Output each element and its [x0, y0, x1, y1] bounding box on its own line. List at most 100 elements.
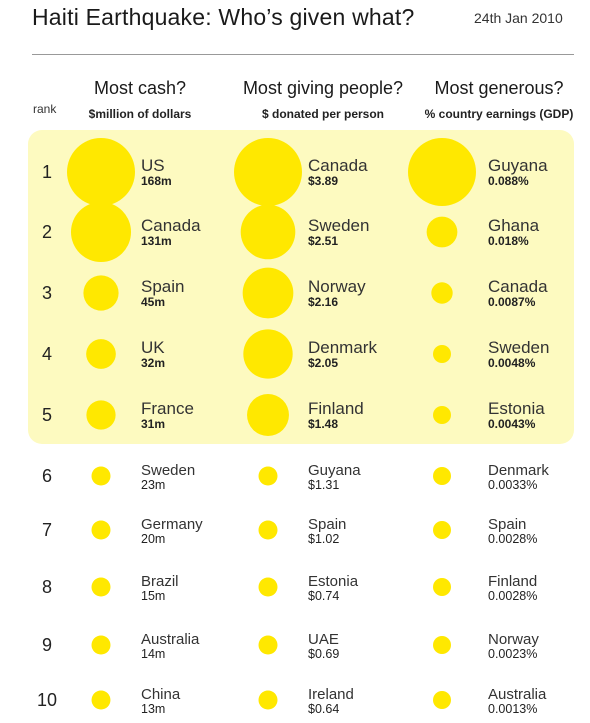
value-label: $1.48	[308, 417, 338, 431]
bubble-mark	[433, 345, 451, 363]
country-label: Spain	[488, 516, 526, 533]
chart-date: 24th Jan 2010	[474, 10, 563, 26]
country-label: Denmark	[308, 338, 377, 357]
value-label: 0.0043%	[488, 417, 536, 431]
value-label: 0.0023%	[488, 647, 537, 661]
value-label: 0.0028%	[488, 589, 537, 603]
value-label: $0.69	[308, 647, 339, 661]
value-label: $0.64	[308, 702, 339, 716]
country-label: Brazil	[141, 573, 179, 590]
value-label: 0.0013%	[488, 702, 537, 716]
country-label: Norway	[308, 277, 366, 296]
column-title-gdp: Most generous?	[434, 78, 564, 98]
country-label: Spain	[308, 516, 346, 533]
country-label: Canada	[141, 216, 201, 235]
bubble-mark	[433, 636, 451, 654]
rank-number: 7	[42, 520, 52, 540]
country-label: Sweden	[488, 338, 549, 357]
country-label: UAE	[308, 631, 339, 648]
bubble-mark	[234, 138, 302, 206]
country-label: Finland	[488, 573, 537, 590]
column-subtitle-cash: $million of dollars	[88, 107, 192, 121]
country-label: Norway	[488, 631, 539, 648]
rank-header: rank	[33, 102, 57, 116]
bubble-mark	[433, 691, 451, 709]
value-label: 0.0048%	[488, 356, 536, 370]
value-label: $1.31	[308, 478, 339, 492]
column-header-cash: Most cash? $million of dollars	[60, 78, 220, 121]
value-label: 32m	[141, 356, 165, 370]
bubble-mark	[433, 578, 451, 596]
country-label: Canada	[308, 156, 368, 175]
value-label: 20m	[141, 532, 165, 546]
country-label: Sweden	[141, 462, 195, 479]
country-label: UK	[141, 338, 165, 357]
country-label: France	[141, 399, 194, 418]
value-label: 13m	[141, 702, 165, 716]
rank-number: 8	[42, 577, 52, 597]
value-label: 23m	[141, 478, 165, 492]
column-title-per-person: Most giving people?	[242, 78, 404, 98]
bubble-mark	[258, 635, 278, 655]
country-label: Canada	[488, 277, 548, 296]
country-label: Guyana	[488, 156, 548, 175]
country-label: Denmark	[488, 462, 549, 479]
column-header-per-person: Most giving people? $ donated per person	[228, 78, 418, 121]
column-title-cash: Most cash?	[93, 78, 187, 98]
bubble-mark	[433, 406, 451, 424]
bubble-mark	[240, 204, 296, 260]
bubble-mark	[433, 521, 451, 539]
value-label: 168m	[141, 174, 172, 188]
country-label: Guyana	[308, 462, 361, 479]
value-label: $2.16	[308, 295, 338, 309]
rank-number: 5	[42, 405, 52, 425]
country-label: Finland	[308, 399, 364, 418]
bubble-mark	[247, 394, 289, 436]
bubble-mark	[91, 520, 111, 540]
value-label: 0.0028%	[488, 532, 537, 546]
rank-number: 10	[37, 690, 57, 710]
value-label: 0.0033%	[488, 478, 537, 492]
bubble-mark	[83, 275, 119, 311]
chart-title: Haiti Earthquake: Who’s given what?	[32, 4, 415, 30]
bubble-mark	[258, 520, 278, 540]
rank-number: 3	[42, 283, 52, 303]
value-label: $2.51	[308, 234, 338, 248]
country-label: Australia	[488, 686, 547, 703]
bubble-mark	[86, 400, 116, 430]
country-label: Estonia	[488, 399, 545, 418]
rank-number: 2	[42, 222, 52, 242]
bubble-mark	[91, 577, 111, 597]
value-label: $0.74	[308, 589, 339, 603]
rank-number: 6	[42, 466, 52, 486]
value-label: 14m	[141, 647, 165, 661]
value-label: 45m	[141, 295, 165, 309]
country-label: Ireland	[308, 686, 354, 703]
value-label: $3.89	[308, 174, 338, 188]
country-label: Ghana	[488, 216, 540, 235]
value-label: 131m	[141, 234, 172, 248]
rank-number: 4	[42, 344, 52, 364]
column-subtitle-gdp: % country earnings (GDP)	[424, 107, 574, 121]
rank-number: 9	[42, 635, 52, 655]
title-divider	[32, 54, 574, 55]
value-label: 15m	[141, 589, 165, 603]
column-header-gdp: Most generous? % country earnings (GDP)	[414, 78, 584, 121]
value-label: $2.05	[308, 356, 338, 370]
bubble-mark	[243, 329, 293, 379]
bubble-mark	[258, 466, 278, 486]
country-label: US	[141, 156, 165, 175]
value-label: $1.02	[308, 532, 339, 546]
country-label: Sweden	[308, 216, 369, 235]
bubble-mark	[91, 635, 111, 655]
bubble-mark	[86, 339, 116, 369]
bubble-mark	[70, 201, 132, 263]
country-label: Germany	[141, 516, 203, 533]
country-label: Australia	[141, 631, 200, 648]
bubble-mark	[91, 690, 111, 710]
country-label: China	[141, 686, 181, 703]
value-label: 0.088%	[488, 174, 529, 188]
bubble-mark	[258, 690, 278, 710]
bubble-mark	[67, 138, 135, 206]
